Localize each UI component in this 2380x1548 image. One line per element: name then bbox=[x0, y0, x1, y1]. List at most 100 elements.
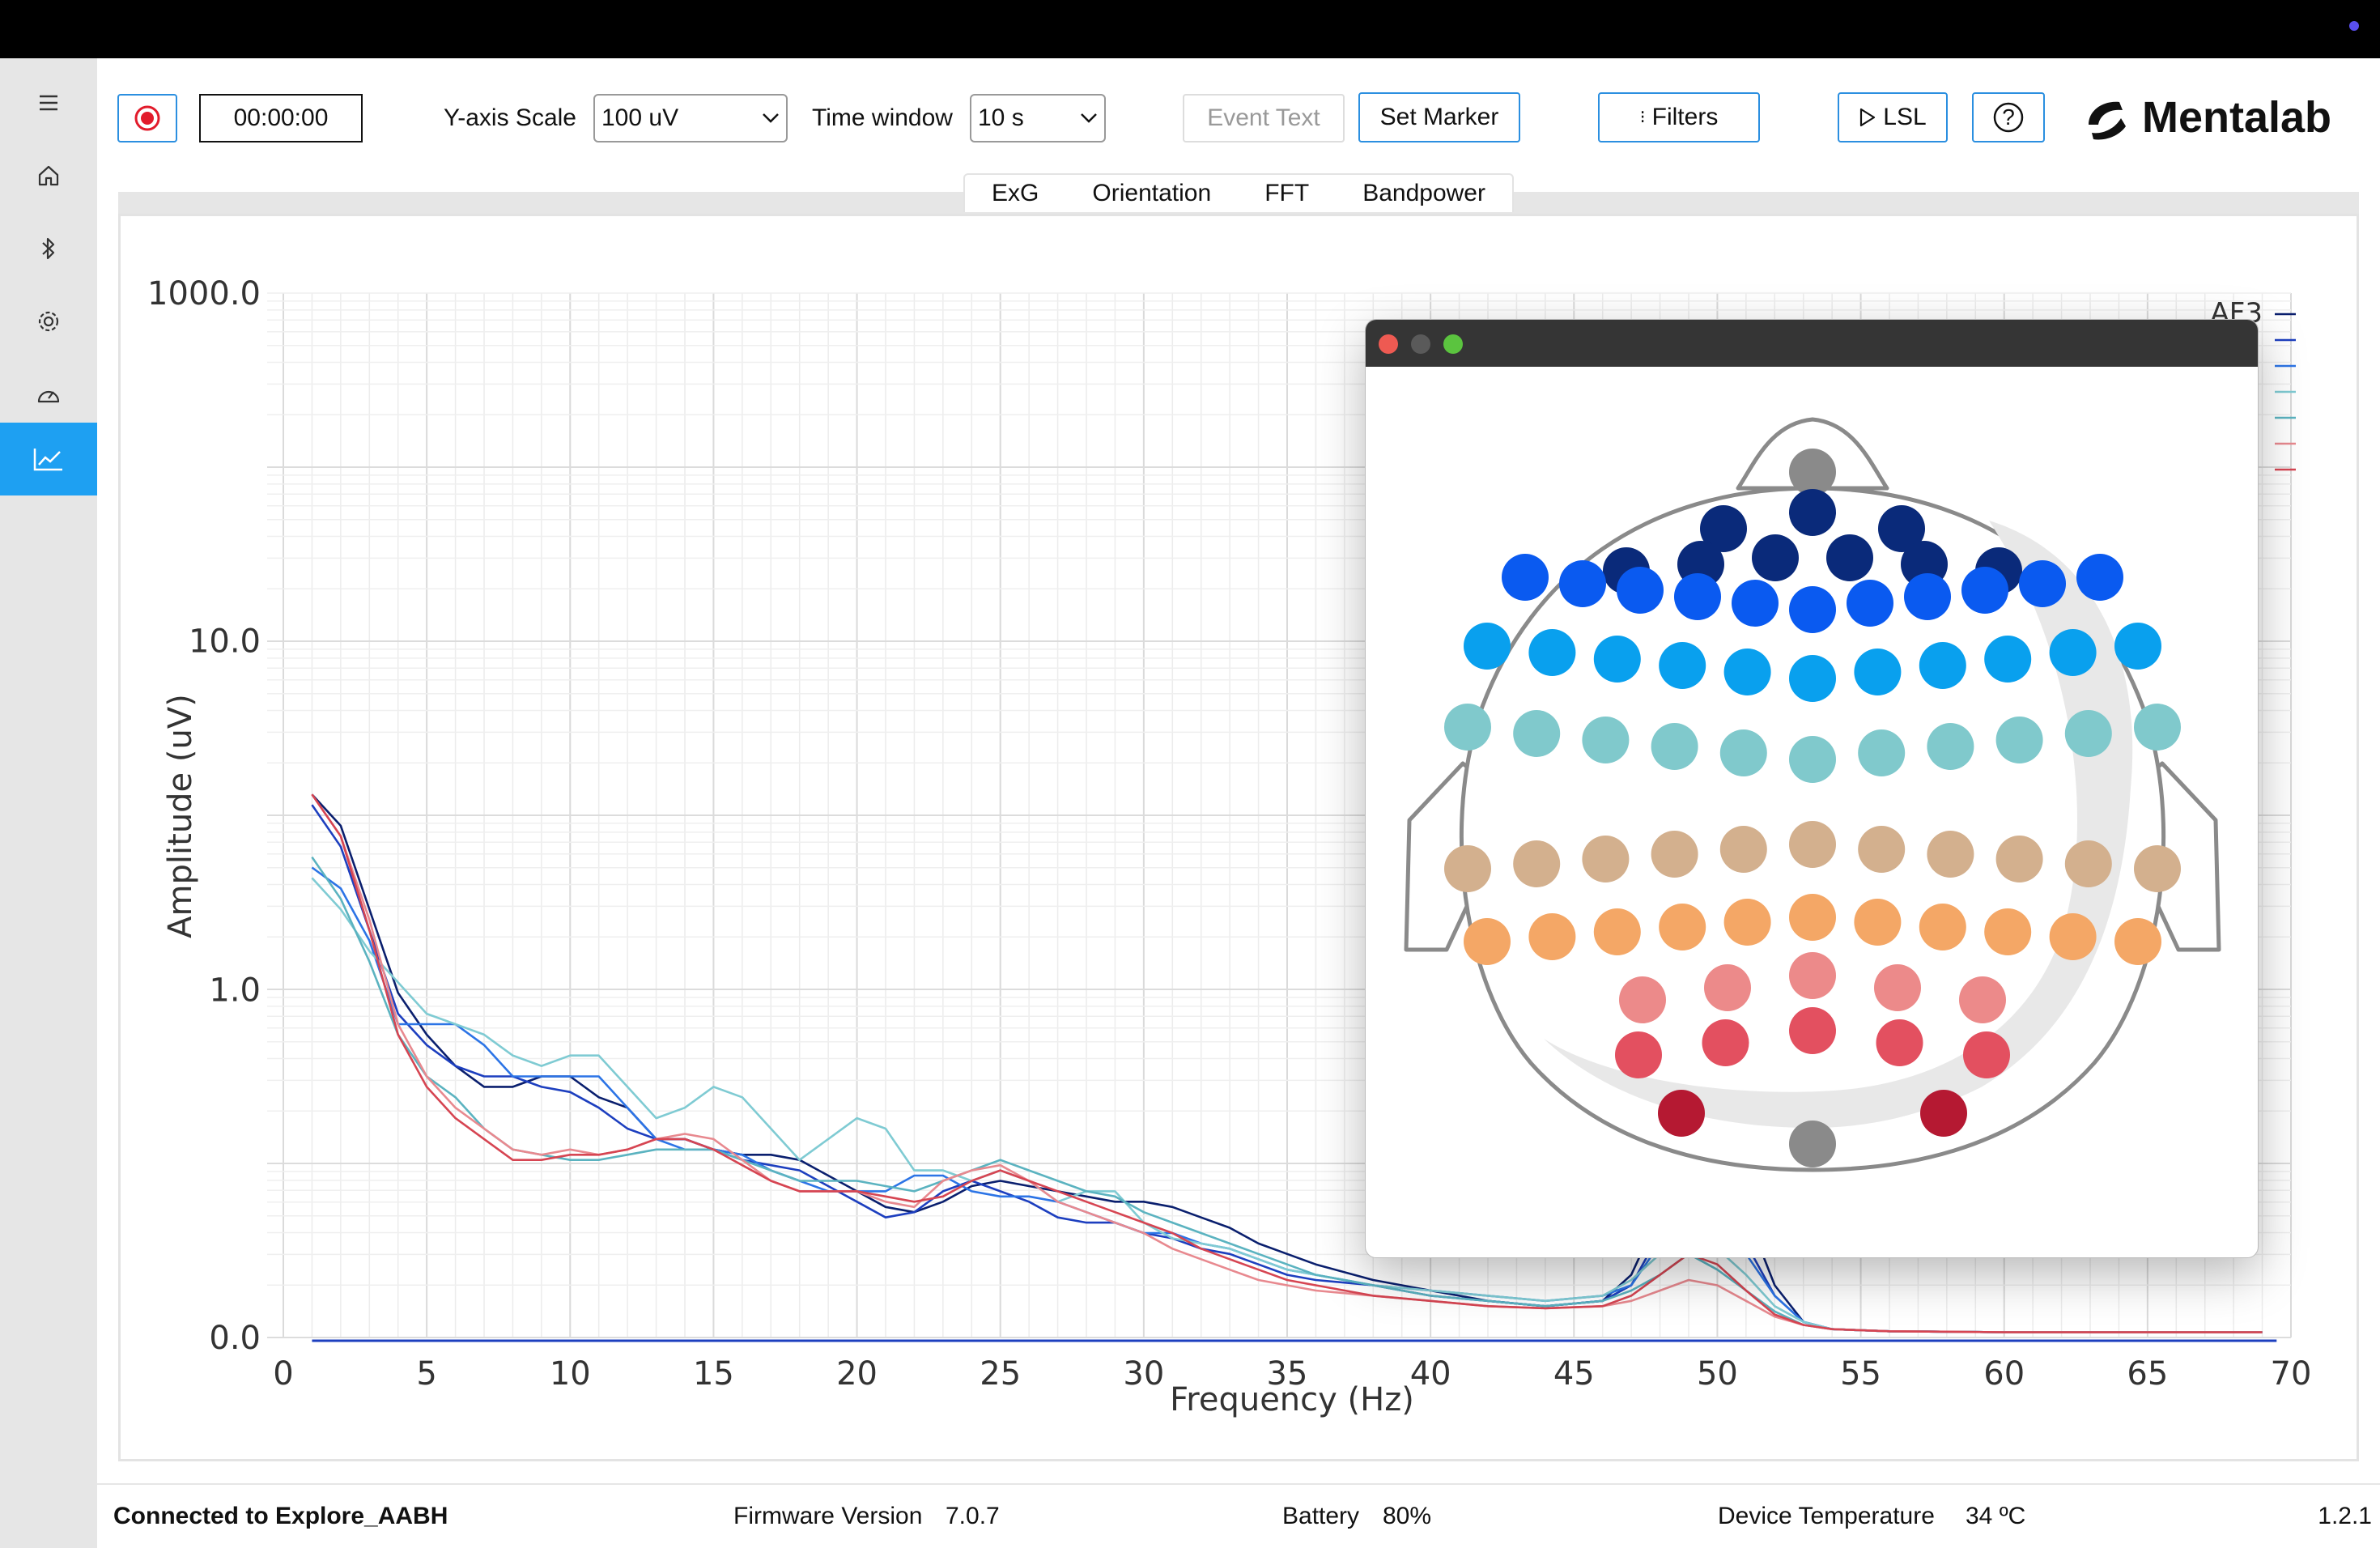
lsl-label: LSL bbox=[1883, 104, 1927, 130]
time-window-select[interactable]: 10 s bbox=[970, 94, 1106, 142]
menu-icon[interactable] bbox=[0, 66, 97, 139]
electrode bbox=[1719, 826, 1767, 873]
status-bar: Connected to Explore_AABH Firmware Versi… bbox=[97, 1483, 2380, 1548]
x-tick-label: 45 bbox=[1553, 1355, 1595, 1393]
electrode bbox=[2134, 845, 2181, 892]
electrode bbox=[1444, 704, 1491, 751]
electrode bbox=[1704, 964, 1751, 1011]
y-tick-label: 0.0 bbox=[209, 1320, 261, 1357]
electrode bbox=[1904, 573, 1951, 620]
electrode bbox=[1659, 904, 1706, 950]
app-version: 1.2.1 bbox=[2318, 1503, 2372, 1529]
electrode bbox=[1961, 567, 2008, 614]
electrode bbox=[1919, 904, 1966, 950]
y-axis-scale-select[interactable]: 100 uV bbox=[593, 94, 788, 142]
electrode bbox=[1876, 1019, 1923, 1066]
tab-bandpower[interactable]: Bandpower bbox=[1362, 180, 1485, 206]
electrode bbox=[1874, 964, 1921, 1011]
electrode bbox=[1789, 1007, 1836, 1054]
brand-name: Mentalab bbox=[2142, 93, 2332, 142]
y-axis-label: Amplitude (uV) bbox=[162, 694, 199, 938]
electrode bbox=[1559, 560, 1606, 607]
electrode bbox=[1927, 831, 1974, 878]
minimize-window-button[interactable] bbox=[1411, 334, 1430, 354]
recording-timer: 00:00:00 bbox=[199, 94, 363, 142]
electrode bbox=[1920, 1090, 1967, 1137]
maximize-window-button[interactable] bbox=[1443, 334, 1463, 354]
headmap-window bbox=[1365, 319, 2259, 1258]
time-window-label: Time window bbox=[812, 104, 953, 131]
firmware-label: Firmware Version bbox=[733, 1503, 923, 1529]
battery-value: 80% bbox=[1383, 1503, 1432, 1529]
electrode bbox=[1528, 913, 1576, 960]
electrode bbox=[1995, 717, 2043, 763]
electrode bbox=[2134, 704, 2181, 751]
record-button[interactable] bbox=[117, 94, 177, 142]
electrode bbox=[1927, 723, 1974, 770]
electrode bbox=[1854, 649, 1902, 695]
electrode bbox=[1659, 642, 1706, 689]
x-tick-label: 20 bbox=[836, 1355, 878, 1393]
status-dot bbox=[2349, 21, 2359, 31]
electrode bbox=[1959, 976, 2006, 1023]
x-tick-label: 0 bbox=[273, 1355, 293, 1393]
electrode bbox=[1582, 836, 1630, 882]
home-icon[interactable] bbox=[0, 139, 97, 212]
record-icon bbox=[134, 105, 160, 131]
visualization-chart-icon[interactable] bbox=[0, 423, 97, 495]
chevron-down-icon bbox=[763, 113, 779, 123]
help-icon bbox=[1993, 102, 2024, 133]
electrode bbox=[1464, 623, 1511, 670]
x-tick-label: 35 bbox=[1267, 1355, 1308, 1393]
set-marker-button[interactable]: Set Marker bbox=[1358, 92, 1520, 142]
time-window-value: 10 s bbox=[978, 104, 1024, 131]
close-window-button[interactable] bbox=[1379, 334, 1398, 354]
electrode bbox=[2019, 560, 2066, 607]
view-tabs: ExG Orientation FFT Bandpower bbox=[963, 173, 1514, 212]
electrode bbox=[1995, 836, 2043, 882]
electrode bbox=[2049, 629, 2097, 676]
tab-orientation[interactable]: Orientation bbox=[1092, 180, 1212, 206]
event-text-input[interactable]: Event Text bbox=[1183, 94, 1345, 142]
electrode bbox=[1858, 729, 1906, 776]
electrode bbox=[1593, 636, 1641, 683]
electrode bbox=[1617, 567, 1664, 614]
x-tick-label: 60 bbox=[1983, 1355, 2025, 1393]
y-tick-label: 10.0 bbox=[189, 623, 261, 661]
x-tick-label: 25 bbox=[980, 1355, 1021, 1393]
brand-logo: Mentalab bbox=[2080, 84, 2356, 151]
series-line-t7 bbox=[311, 856, 2263, 1333]
settings-gear-icon[interactable] bbox=[0, 285, 97, 358]
electrode-grid bbox=[1444, 449, 2181, 1167]
lsl-button[interactable]: LSL bbox=[1838, 92, 1948, 142]
help-button[interactable]: ? bbox=[1972, 92, 2045, 142]
x-axis-label: Frequency (Hz) bbox=[1170, 1381, 1414, 1418]
temperature-value: 34 ºC bbox=[1966, 1503, 2026, 1529]
tab-fft[interactable]: FFT bbox=[1264, 180, 1310, 206]
x-tick-label: 55 bbox=[1840, 1355, 1881, 1393]
electrode bbox=[1789, 952, 1836, 999]
electrode bbox=[2049, 913, 2097, 960]
bluetooth-icon[interactable] bbox=[0, 212, 97, 285]
electrode bbox=[1854, 899, 1902, 946]
tab-exg[interactable]: ExG bbox=[992, 180, 1039, 206]
electrode bbox=[2064, 840, 2112, 887]
electrode bbox=[1847, 580, 1893, 627]
x-tick-label: 30 bbox=[1123, 1355, 1164, 1393]
electrode bbox=[1723, 649, 1771, 695]
electrode bbox=[1878, 505, 1925, 552]
electrode bbox=[1789, 449, 1836, 495]
y-tick-label: 1.0 bbox=[209, 972, 261, 1009]
dashboard-gauge-icon[interactable] bbox=[0, 358, 97, 431]
electrode bbox=[1700, 505, 1747, 552]
electrode bbox=[1789, 586, 1836, 633]
x-tick-label: 50 bbox=[1697, 1355, 1738, 1393]
chevron-down-icon bbox=[1081, 113, 1097, 123]
series-line-fc6 bbox=[311, 793, 2263, 1333]
electrode bbox=[1723, 899, 1771, 946]
electrode bbox=[1593, 908, 1641, 955]
electrode bbox=[1789, 821, 1836, 868]
x-tick-label: 10 bbox=[550, 1355, 591, 1393]
y-axis-ticks: 1000.0 10.0 1.0 0.0 bbox=[147, 275, 261, 1357]
filters-button[interactable]: ⁝ Filters bbox=[1598, 92, 1760, 142]
